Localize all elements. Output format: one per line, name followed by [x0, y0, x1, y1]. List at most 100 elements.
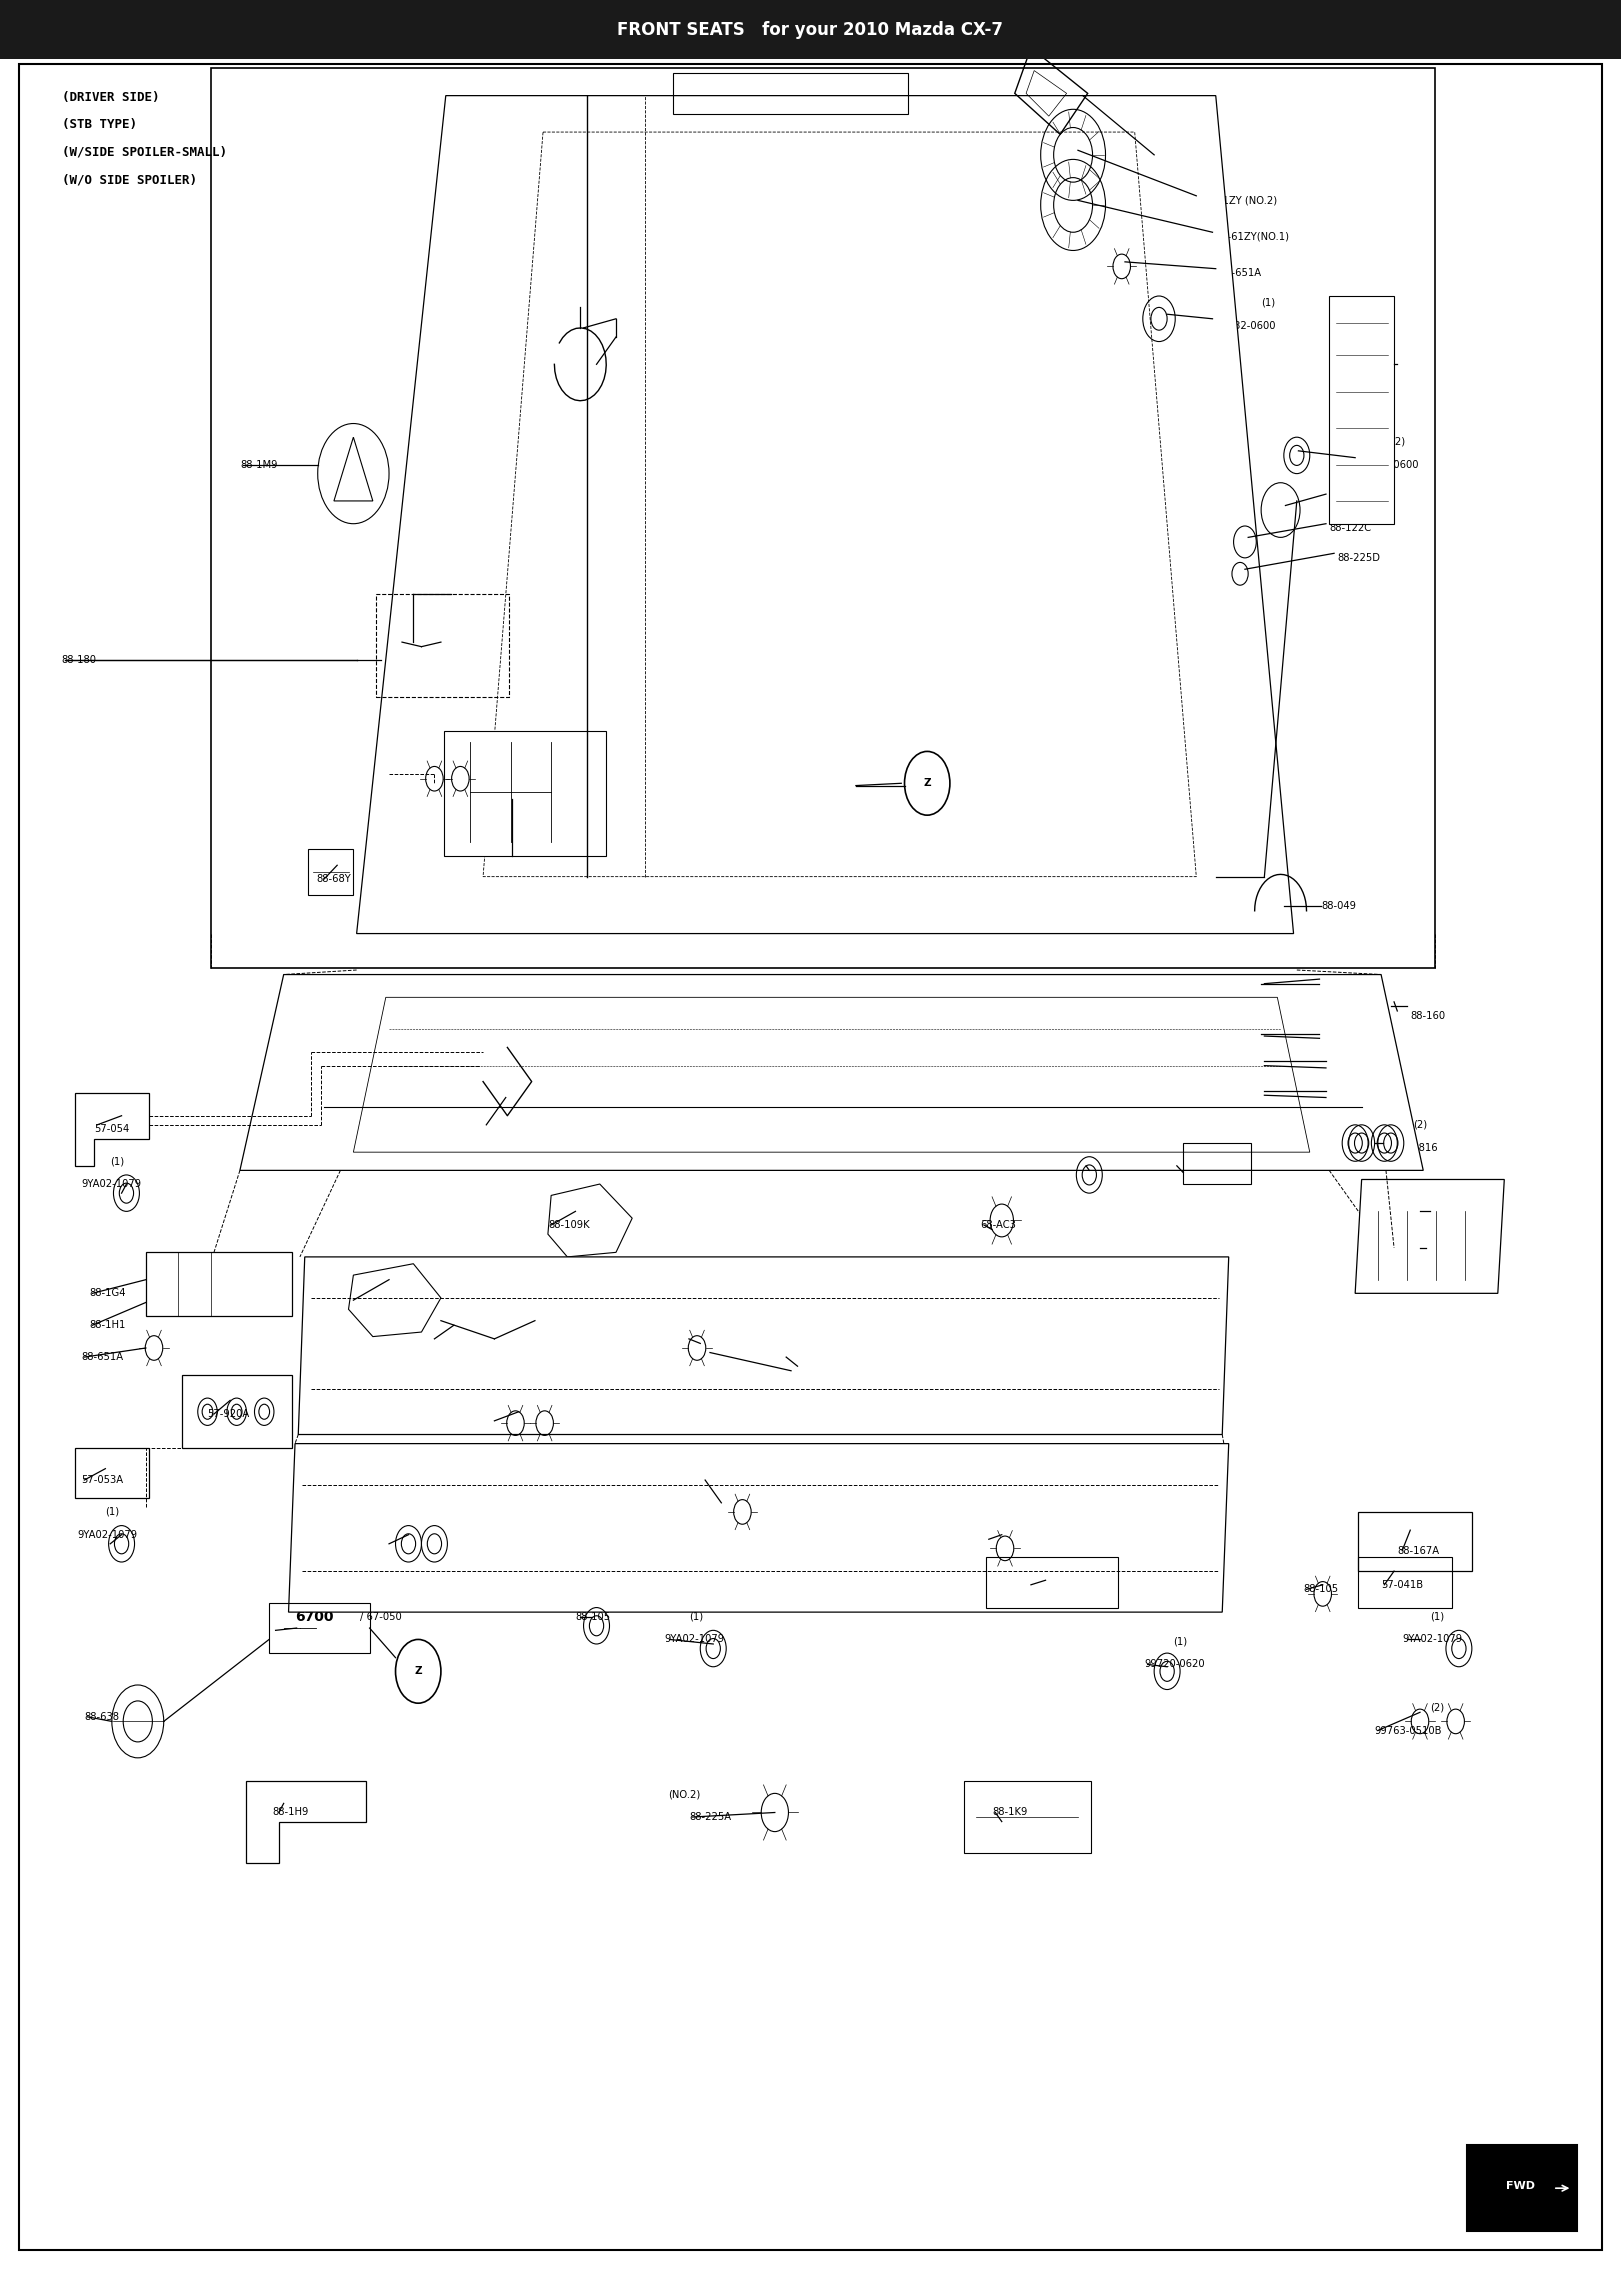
- Polygon shape: [289, 1444, 1229, 1612]
- Bar: [1467, 2145, 1577, 2231]
- Text: 99763-0510B: 99763-0510B: [1375, 1726, 1443, 1735]
- Text: 88-164D: 88-164D: [1329, 1098, 1371, 1107]
- Text: FRONT SEATS   for your 2010 Mazda CX-7: FRONT SEATS for your 2010 Mazda CX-7: [618, 20, 1003, 39]
- Text: 99720-0620: 99720-0620: [386, 1530, 446, 1539]
- Text: (1): (1): [689, 1612, 704, 1621]
- Text: Z: Z: [924, 779, 930, 788]
- Text: 88-163A: 88-163A: [1329, 1068, 1371, 1077]
- Text: 88-225D: 88-225D: [1337, 553, 1381, 562]
- Text: (W/O SIDE SPOILER): (W/O SIDE SPOILER): [62, 173, 196, 187]
- Text: 88-1H9: 88-1H9: [272, 1808, 308, 1817]
- Text: 88-181: 88-181: [1329, 494, 1365, 503]
- Text: 88-1H1: 88-1H1: [89, 1321, 125, 1330]
- Text: 57-KB0: 57-KB0: [1358, 364, 1394, 373]
- Text: 88-61ZY (NO.2): 88-61ZY (NO.2): [1200, 196, 1277, 205]
- Text: 88-651A: 88-651A: [684, 1334, 726, 1343]
- Text: 88-122C: 88-122C: [1329, 524, 1371, 533]
- Text: 9YA02-1079: 9YA02-1079: [78, 1530, 138, 1539]
- Text: 88-227G: 88-227G: [402, 638, 446, 647]
- Text: 99796-0612: 99796-0612: [389, 761, 451, 770]
- Text: Z: Z: [415, 1667, 421, 1676]
- Text: 88-1K9: 88-1K9: [992, 1808, 1028, 1817]
- Text: 88-105: 88-105: [1303, 1585, 1339, 1594]
- Text: 88-359: 88-359: [430, 1334, 465, 1343]
- Bar: [986, 1557, 1118, 1608]
- Text: 88-121H: 88-121H: [1321, 1038, 1363, 1047]
- Text: 88-638: 88-638: [84, 1712, 120, 1721]
- Polygon shape: [357, 96, 1294, 934]
- Bar: [964, 1781, 1091, 1853]
- Text: 88-081B: 88-081B: [1433, 1207, 1475, 1216]
- Text: (1): (1): [1261, 298, 1276, 307]
- Text: 88-105: 88-105: [700, 1475, 736, 1485]
- Text: 88-161: 88-161: [1321, 979, 1357, 988]
- Text: (1): (1): [110, 1157, 125, 1166]
- Text: 9YA02-1079: 9YA02-1079: [665, 1635, 725, 1644]
- Text: 68-AC3: 68-AC3: [981, 1220, 1016, 1230]
- Text: 88-1G7: 88-1G7: [483, 1125, 520, 1134]
- Bar: [444, 731, 606, 856]
- Text: (2): (2): [1391, 437, 1405, 446]
- Text: (1): (1): [1430, 1612, 1444, 1621]
- Text: (STB TYPE): (STB TYPE): [62, 118, 136, 132]
- Text: 88-1M9: 88-1M9: [240, 460, 277, 469]
- Bar: [269, 1603, 370, 1653]
- Text: 88-180: 88-180: [62, 656, 97, 665]
- Text: 88-730A: 88-730A: [511, 797, 553, 806]
- Text: 57-053A: 57-053A: [81, 1475, 123, 1485]
- Text: 99932-0600: 99932-0600: [1216, 321, 1276, 330]
- Text: 88-167F: 88-167F: [1430, 1248, 1470, 1257]
- Text: 88-225A: 88-225A: [689, 1812, 731, 1822]
- Text: / 67-050: / 67-050: [360, 1612, 402, 1621]
- Bar: [211, 68, 1435, 968]
- Bar: [308, 849, 353, 895]
- Bar: [376, 594, 509, 697]
- Text: 88-1L9: 88-1L9: [1159, 155, 1193, 164]
- Text: 57-911C: 57-911C: [986, 1535, 1028, 1544]
- Text: (1): (1): [413, 1507, 428, 1516]
- Text: (1): (1): [105, 1507, 120, 1516]
- Text: (W/SIDE SPOILER-SMALL): (W/SIDE SPOILER-SMALL): [62, 146, 227, 159]
- Text: 88-146B: 88-146B: [781, 1353, 823, 1362]
- Text: 88-68Y: 88-68Y: [316, 874, 350, 883]
- Bar: [673, 73, 908, 114]
- Text: (DRIVER SIDE): (DRIVER SIDE): [62, 91, 159, 105]
- Text: 9YA02-1079: 9YA02-1079: [81, 1179, 141, 1189]
- Polygon shape: [1355, 1179, 1504, 1293]
- Text: (2): (2): [415, 738, 430, 747]
- Text: 57-054: 57-054: [94, 1125, 130, 1134]
- Text: 88-049: 88-049: [559, 319, 595, 328]
- Bar: [1358, 1557, 1452, 1608]
- Text: 99720-0816: 99720-0816: [490, 1416, 550, 1425]
- Text: (2): (2): [1414, 1120, 1428, 1129]
- Text: 9YA02-1079: 9YA02-1079: [1402, 1635, 1462, 1644]
- Text: 88-167A: 88-167A: [1397, 1546, 1439, 1555]
- Text: 88-109K: 88-109K: [548, 1220, 590, 1230]
- Text: 99720-0620: 99720-0620: [1144, 1660, 1204, 1669]
- Text: 88-105P: 88-105P: [856, 783, 896, 792]
- Text: 88-109K: 88-109K: [349, 1296, 391, 1305]
- Text: 88-1G4: 88-1G4: [89, 1289, 126, 1298]
- Text: FWD: FWD: [1506, 2181, 1535, 2190]
- Text: 88-049: 88-049: [1321, 902, 1357, 911]
- Text: (NO.2): (NO.2): [668, 1790, 700, 1799]
- Text: 57-920A: 57-920A: [207, 1409, 250, 1419]
- Text: 88-660: 88-660: [1028, 1580, 1063, 1589]
- Text: (2): (2): [1430, 1703, 1444, 1712]
- Text: 88-651A: 88-651A: [81, 1353, 123, 1362]
- Polygon shape: [298, 1257, 1229, 1435]
- Polygon shape: [240, 975, 1423, 1170]
- Text: 88-1H3: 88-1H3: [1083, 1161, 1118, 1170]
- Text: 88-61ZY(NO.1): 88-61ZY(NO.1): [1216, 232, 1290, 241]
- Text: 88-651A: 88-651A: [1219, 269, 1261, 278]
- Bar: [1183, 1143, 1251, 1184]
- Text: 88-140A: 88-140A: [1174, 1161, 1216, 1170]
- Text: (SILENCER): (SILENCER): [389, 660, 446, 669]
- Text: 88-105: 88-105: [575, 1612, 611, 1621]
- Text: 88-160: 88-160: [1410, 1011, 1446, 1020]
- Text: 57-041B: 57-041B: [1381, 1580, 1423, 1589]
- Bar: [0, 0, 1621, 59]
- Bar: [1329, 296, 1394, 524]
- Text: 6700: 6700: [295, 1610, 334, 1624]
- Text: (1): (1): [1174, 1637, 1188, 1646]
